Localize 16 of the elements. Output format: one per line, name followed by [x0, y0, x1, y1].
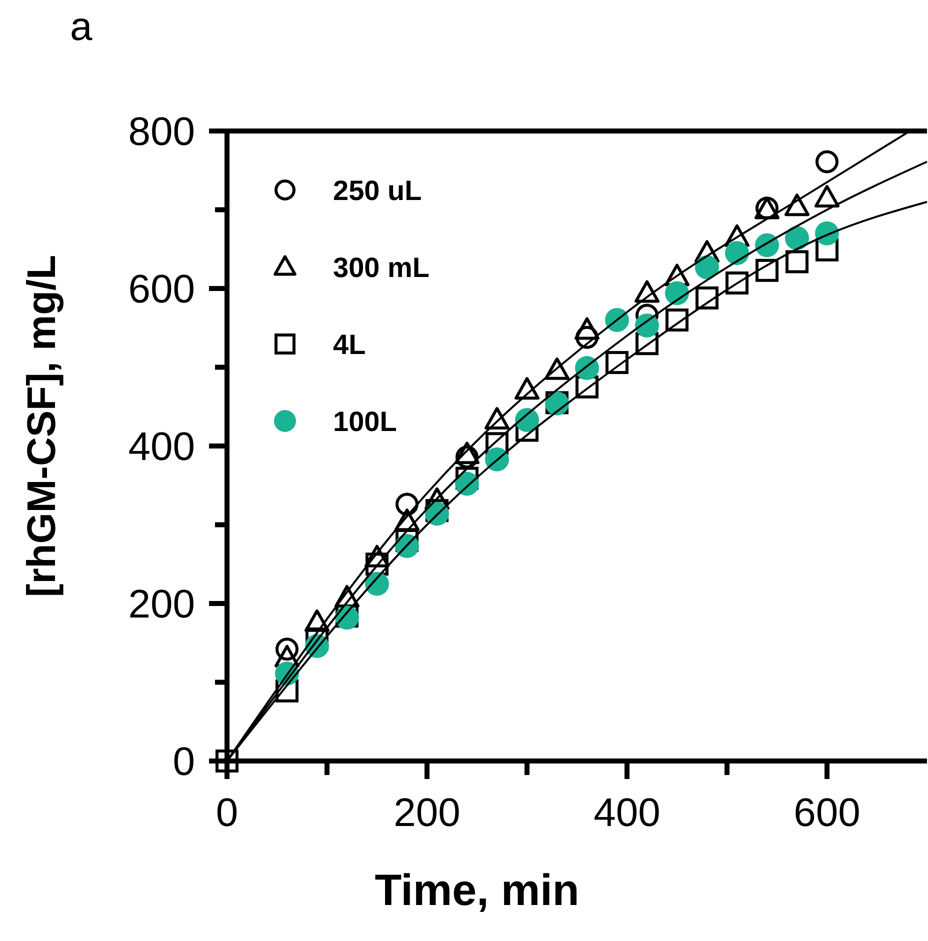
y-tick-label: 600	[128, 268, 195, 312]
y-tick-label: 0	[172, 740, 195, 784]
text: a	[70, 5, 93, 49]
y-tick-label: 200	[128, 582, 195, 626]
x-tick-label: 200	[394, 791, 460, 835]
y-axis-title: [rhGM-CSF], mg/L	[20, 254, 64, 598]
x-axis-title: Time, min	[374, 866, 580, 915]
legend-label: 250 uL	[333, 175, 422, 206]
legend-label: 300 mL	[333, 252, 430, 283]
y-tick-label: 800	[128, 110, 195, 154]
legend-label: 100L	[333, 406, 397, 437]
x-tick-label: 400	[594, 791, 660, 835]
y-tick-label: 400	[128, 425, 195, 469]
x-tick-label: 0	[216, 791, 238, 835]
x-tick-label: 600	[794, 791, 860, 835]
legend-label: 4L	[333, 329, 366, 360]
